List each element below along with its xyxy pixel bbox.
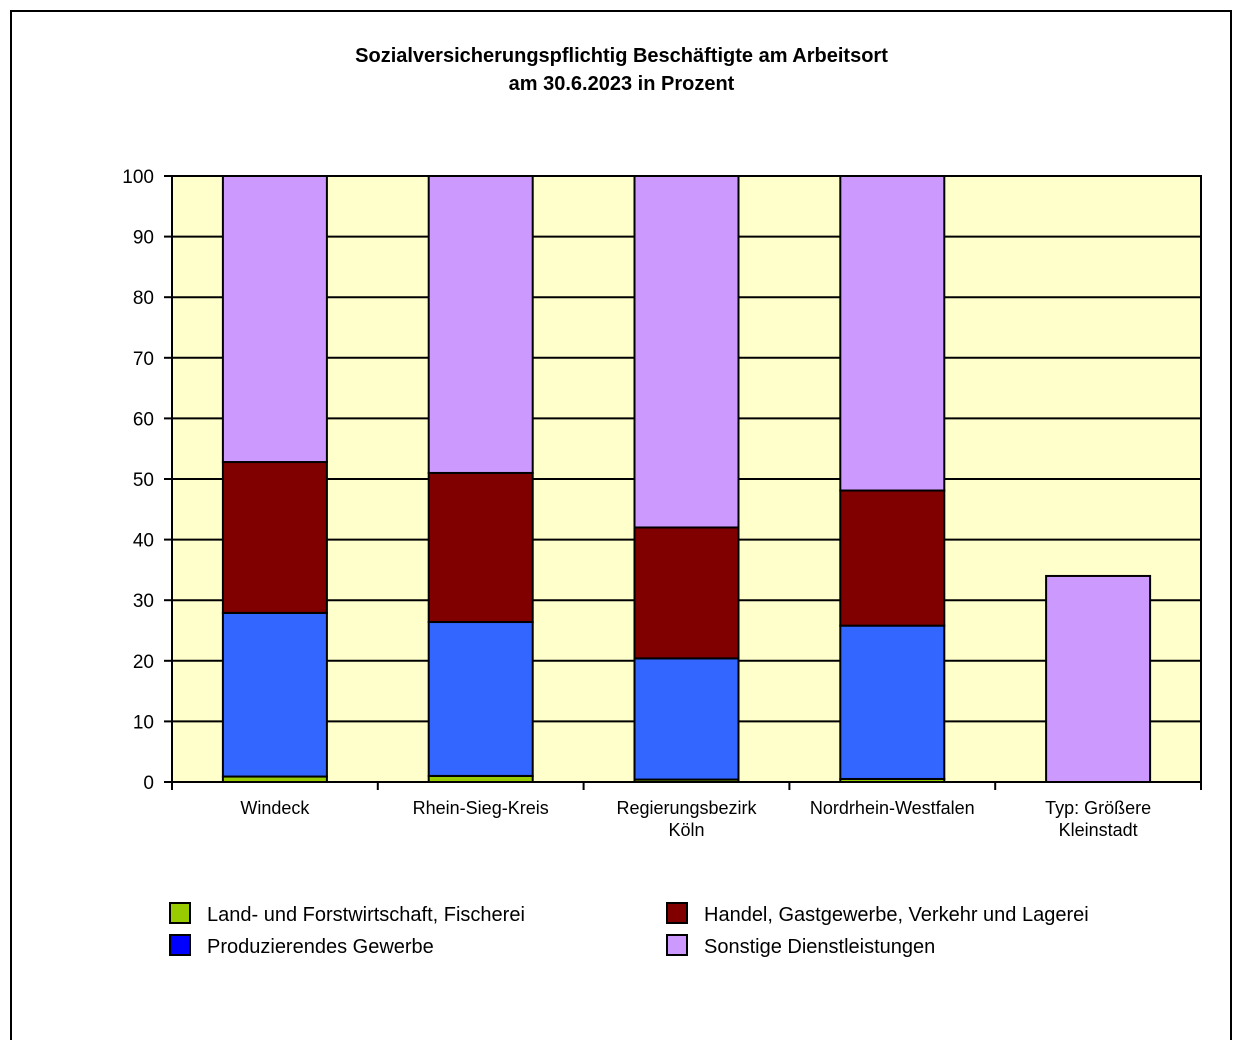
x-category-label: Nordrhein-Westfalen <box>810 798 975 818</box>
x-category-label: Köln <box>668 820 704 840</box>
bar-segment <box>221 461 328 614</box>
bar-segment <box>427 175 534 474</box>
x-category-label: Kleinstadt <box>1059 820 1138 840</box>
y-tick-label: 100 <box>122 167 154 188</box>
y-tick-label: 90 <box>133 228 154 249</box>
x-category-label: Typ: Größere <box>1045 798 1151 818</box>
bar-segment <box>427 621 534 777</box>
bar-segment <box>633 657 740 781</box>
bar-segment <box>427 471 534 624</box>
bar-segment <box>839 489 946 627</box>
plot-border <box>171 175 1202 783</box>
legend-label: Handel, Gastgewerbe, Verkehr und Lagerei <box>704 904 1089 926</box>
bar-segment <box>839 624 946 780</box>
bar-segment <box>633 175 740 529</box>
y-tick-label: 60 <box>133 409 154 430</box>
x-category-label: Windeck <box>240 798 310 818</box>
legend-label: Sonstige Dienstleistungen <box>704 936 935 958</box>
y-tick-label: 10 <box>133 712 154 733</box>
y-tick-label: 0 <box>143 773 154 794</box>
x-category-label: Rhein-Sieg-Kreis <box>413 798 549 818</box>
bar-segment <box>633 526 740 660</box>
x-category-label: Regierungsbezirk <box>616 798 757 818</box>
legend-label: Produzierendes Gewerbe <box>207 936 434 958</box>
bar-segment <box>221 175 328 464</box>
y-tick-label: 50 <box>133 470 154 491</box>
y-tick-label: 80 <box>133 288 154 309</box>
bar-segment <box>1045 574 1152 784</box>
y-tick-label: 30 <box>133 591 154 612</box>
legend-label: Land- und Forstwirtschaft, Fischerei <box>207 904 525 926</box>
y-tick-label: 20 <box>133 652 154 673</box>
legend-swatch <box>666 902 688 924</box>
chart-title: Sozialversicherungspflichtig Beschäftigt… <box>355 45 888 67</box>
legend-swatch <box>169 902 191 924</box>
chart-title-block: Sozialversicherungspflichtig Beschäftigt… <box>0 42 1243 98</box>
legend-swatch <box>666 934 688 956</box>
bar-segment <box>221 611 328 778</box>
y-tick-label: 40 <box>133 531 154 552</box>
legend-swatch <box>169 934 191 956</box>
y-tick-label: 70 <box>133 349 154 370</box>
bar-segment <box>839 175 946 492</box>
chart-subtitle: am 30.6.2023 in Prozent <box>508 73 735 95</box>
